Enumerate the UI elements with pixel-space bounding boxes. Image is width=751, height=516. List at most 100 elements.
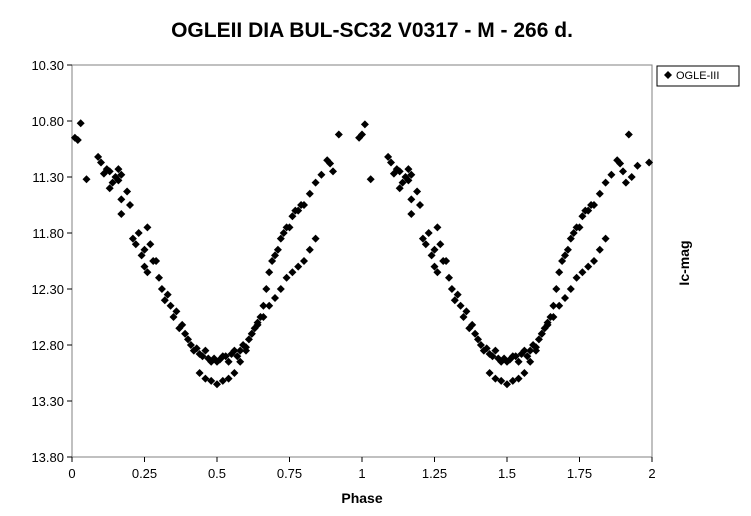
data-point: [474, 335, 482, 344]
data-point: [201, 374, 210, 383]
data-point: [566, 234, 575, 243]
data-point: [134, 229, 143, 237]
data-point: [276, 234, 285, 243]
data-point: [447, 285, 456, 293]
data-point: [537, 329, 546, 338]
data-point: [230, 369, 239, 377]
data-point: [407, 195, 416, 204]
data-point: [468, 320, 477, 329]
data-point: [572, 273, 581, 282]
data-point: [526, 357, 535, 366]
data-point: [207, 376, 216, 385]
data-point: [172, 307, 181, 316]
data-point: [131, 240, 140, 249]
y-tick-label: 10.30: [31, 58, 64, 73]
data-point: [491, 374, 500, 383]
data-point: [505, 355, 514, 364]
data-point: [236, 346, 245, 355]
data-point: [305, 189, 314, 198]
data-point: [476, 341, 485, 349]
data-point: [508, 376, 517, 385]
data-point: [485, 369, 494, 377]
data-point: [143, 268, 152, 277]
data-point: [520, 369, 529, 377]
data-point: [268, 257, 277, 265]
legend-entry: OGLE-III: [676, 70, 719, 82]
data-point: [590, 257, 598, 265]
data-point: [543, 320, 552, 329]
data-point: [82, 175, 91, 184]
data-point: [436, 240, 445, 249]
data-point: [404, 165, 413, 174]
data-point: [442, 257, 451, 265]
data-point: [563, 245, 572, 254]
data-point: [163, 290, 172, 299]
data-point: [584, 206, 593, 215]
data-point: [192, 344, 201, 353]
data-point: [140, 245, 149, 254]
data-point: [114, 165, 123, 174]
data-point: [601, 234, 610, 243]
data-point: [178, 320, 187, 329]
data-point: [491, 346, 500, 355]
y-tick-label: 13.80: [31, 450, 64, 465]
data-point: [366, 175, 375, 184]
chart-title: OGLEII DIA BUL-SC32 V0317 - M - 266 d.: [171, 19, 573, 42]
x-axis: 0 0.25 0.5 0.75 1 1.25 1.5 1.75 2: [68, 457, 656, 481]
x-tick-label: 1.5: [498, 466, 516, 481]
data-point: [117, 195, 126, 204]
data-point: [271, 293, 279, 302]
data-point: [433, 268, 442, 277]
data-point: [459, 313, 468, 321]
data-point: [424, 229, 433, 237]
data-point: [578, 268, 587, 277]
data-point: [520, 346, 529, 355]
data-point: [140, 262, 149, 271]
data-point: [595, 245, 604, 254]
x-tick-label: 1.25: [422, 466, 447, 481]
data-point: [282, 273, 291, 282]
data-point: [253, 320, 262, 329]
data-point: [94, 152, 103, 161]
data-point: [384, 152, 393, 161]
data-point: [244, 335, 253, 344]
data-point: [430, 262, 439, 271]
data-point: [558, 257, 567, 265]
data-point: [294, 206, 303, 215]
data-point: [157, 285, 166, 293]
data-point: [279, 229, 288, 237]
data-point: [294, 262, 303, 271]
data-point: [97, 158, 105, 167]
data-point: [450, 296, 459, 305]
y-axis: 10.30 10.80 11.30 11.80 12.30 12.80 13.30 13.80: [31, 58, 72, 465]
data-point: [334, 130, 343, 139]
data-point: [482, 344, 491, 353]
data-point: [273, 245, 282, 254]
data-point: [601, 178, 610, 187]
data-point: [595, 189, 604, 198]
data-point: [621, 178, 630, 187]
data-point: [126, 201, 134, 209]
data-point: [166, 301, 175, 310]
legend-box: [656, 65, 740, 87]
data-point: [549, 301, 558, 310]
data-point: [471, 329, 480, 338]
data-point: [445, 273, 453, 282]
data-point: [262, 285, 271, 293]
data-point: [311, 234, 320, 243]
data-point: [607, 170, 616, 179]
data-point: [532, 346, 540, 355]
data-point: [416, 201, 424, 209]
data-point: [584, 262, 593, 271]
data-point: [523, 352, 532, 361]
data-point: [514, 357, 523, 366]
data-point: [259, 301, 268, 310]
plot-area: [71, 64, 653, 458]
data-point: [462, 307, 471, 316]
data-point: [224, 357, 233, 366]
data-point: [265, 301, 274, 310]
x-axis-label: Phase: [341, 490, 382, 506]
data-point: [305, 245, 314, 254]
